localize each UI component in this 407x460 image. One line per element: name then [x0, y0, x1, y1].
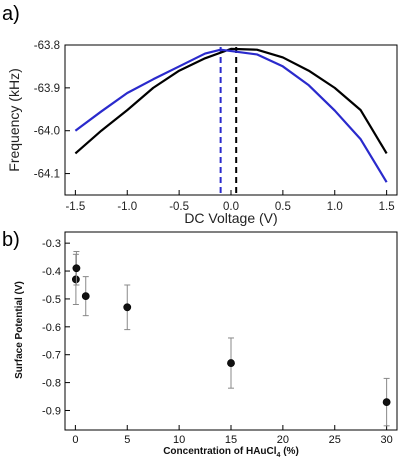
- panel-a-y-tick-label: -64.0: [34, 126, 60, 138]
- panel-a-x-tick-label: 1.5: [379, 201, 395, 213]
- panel-a-y-tick-label: -63.9: [34, 83, 60, 95]
- panel-b-y-tick-label: -0.8: [42, 378, 61, 390]
- panel-b-x-axis-label: Concentration of HAuCl4 (%): [163, 446, 299, 459]
- panel-b-surface-potential-chart: b) 0 5 10 15 20 25 30 -0.3 -0.4 -0.5 -0.6 -0.7 -0.8…: [2, 229, 398, 459]
- panel-b-x-axis-label-subscript: 4: [277, 452, 281, 459]
- panel-a-series-line-2: [74, 48, 388, 183]
- panel-b-y-axis-label: Surface Potential (V): [14, 281, 25, 379]
- panel-b-x-tick-label: 10: [173, 434, 185, 446]
- panel-a-y-axis-label: Frequency (kHz): [6, 68, 22, 171]
- panel-b-x-axis-label-suffix: (%): [280, 446, 298, 457]
- panel-b-x-ticks: 0 5 10 15 20 25 30: [72, 425, 393, 446]
- panel-b-data-point: [81, 292, 90, 301]
- panel-a-x-tick-label: 1.0: [327, 201, 343, 213]
- panel-a-series-line-1: [74, 47, 388, 155]
- panel-b-x-tick-label: 15: [225, 434, 237, 446]
- panel-b-data-points: [71, 251, 391, 427]
- panel-a-x-tick-label: -1.0: [117, 201, 137, 213]
- panel-b-x-tick-label: 0: [72, 434, 78, 446]
- panel-a-x-tick-label: 0.0: [223, 201, 239, 213]
- panel-a-reference-lines: [219, 47, 238, 195]
- panel-a-x-ticks: -1.5 -1.0 -0.5 0.0 0.5 1.0 1.5: [65, 190, 395, 213]
- panel-b-data-point: [123, 303, 132, 312]
- panel-a-y-tick-label: -64.1: [34, 169, 60, 181]
- panel-a-x-axis-label: DC Voltage (V): [184, 210, 277, 226]
- panel-b-y-tick-label: -0.6: [42, 322, 61, 334]
- panel-b-y-tick-label: -0.3: [42, 238, 61, 250]
- panel-b-data-point: [382, 398, 391, 407]
- panel-a-series: [74, 47, 388, 183]
- panel-b-label: b): [2, 229, 20, 251]
- panel-a-x-tick-label: -0.5: [169, 201, 189, 213]
- panel-b-data-point: [72, 264, 81, 273]
- panel-b-y-tick-label: -0.5: [42, 294, 61, 306]
- panel-b-y-tick-label: -0.9: [42, 405, 61, 417]
- panel-b-x-tick-label: 5: [124, 434, 130, 446]
- panel-a-y-ticks: -63.8 -63.9 -64.0 -64.1: [34, 40, 70, 181]
- panel-b-x-axis-label-main: Concentration of HAuCl: [163, 446, 277, 457]
- panel-b-y-tick-label: -0.4: [42, 266, 61, 278]
- panel-a-x-tick-label: -1.5: [65, 201, 85, 213]
- panel-b-data-point: [227, 359, 235, 367]
- panel-a-frequency-chart: a) -1.5 -1.0 -0.5 0.0 0.5 1.0 1.5 -63.8-63.9-6…: [2, 3, 398, 226]
- panel-a-y-tick-label: -63.8: [34, 40, 60, 52]
- panel-b-y-tick-label: -0.7: [42, 350, 61, 362]
- panel-b-x-tick-label: 20: [277, 434, 289, 446]
- panel-b-plot-frame: [64, 231, 398, 431]
- panel-b-x-tick-label: 30: [381, 434, 393, 446]
- panel-b-x-tick-label: 25: [329, 434, 341, 446]
- panel-a-label: a): [2, 3, 20, 25]
- panel-b-y-ticks: -0.3 -0.4 -0.5 -0.6 -0.7 -0.8 -0.9: [42, 238, 70, 417]
- panel-a-x-tick-label: 0.5: [275, 201, 291, 213]
- panel-b-data-point: [71, 275, 80, 284]
